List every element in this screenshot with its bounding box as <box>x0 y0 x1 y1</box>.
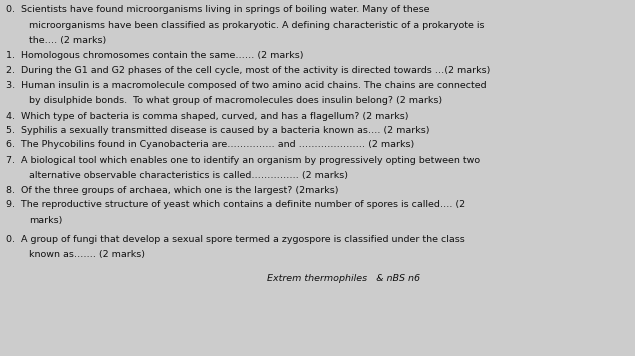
Text: microorganisms have been classified as prokaryotic. A defining characteristic of: microorganisms have been classified as p… <box>29 21 485 30</box>
Text: 9.  The reproductive structure of yeast which contains a definite number of spor: 9. The reproductive structure of yeast w… <box>6 200 465 209</box>
Text: by disulphide bonds.  To what group of macromolecules does insulin belong? (2 ma: by disulphide bonds. To what group of ma… <box>29 96 443 105</box>
Text: 3.  Human insulin is a macromolecule composed of two amino acid chains. The chai: 3. Human insulin is a macromolecule comp… <box>6 81 487 90</box>
Text: 4.  Which type of bacteria is comma shaped, curved, and has a flagellum? (2 mark: 4. Which type of bacteria is comma shape… <box>6 112 409 121</box>
Text: 6.  The Phycobilins found in Cyanobacteria are…………… and ………………… (2 marks): 6. The Phycobilins found in Cyanobacteri… <box>6 140 415 149</box>
Text: 1.  Homologous chromosomes contain the same…… (2 marks): 1. Homologous chromosomes contain the sa… <box>6 51 304 60</box>
Text: 5.  Syphilis a sexually transmitted disease is caused by a bacteria known as…. (: 5. Syphilis a sexually transmitted disea… <box>6 126 430 135</box>
Text: 0.  A group of fungi that develop a sexual spore termed a zygospore is classifie: 0. A group of fungi that develop a sexua… <box>6 235 465 244</box>
Text: 0.  Scientists have found microorganisms living in springs of boiling water. Man: 0. Scientists have found microorganisms … <box>6 5 430 14</box>
Text: 7.  A biological tool which enables one to identify an organism by progressively: 7. A biological tool which enables one t… <box>6 156 481 164</box>
Text: 2.  During the G1 and G2 phases of the cell cycle, most of the activity is direc: 2. During the G1 and G2 phases of the ce… <box>6 66 491 74</box>
Text: 8.  Of the three groups of archaea, which one is the largest? (2marks): 8. Of the three groups of archaea, which… <box>6 186 339 195</box>
Text: alternative observable characteristics is called…………… (2 marks): alternative observable characteristics i… <box>29 171 348 180</box>
Text: known as……. (2 marks): known as……. (2 marks) <box>29 250 145 259</box>
Text: Extrem thermophiles   & nBS n6: Extrem thermophiles & nBS n6 <box>267 274 420 283</box>
Text: the…. (2 marks): the…. (2 marks) <box>29 36 107 45</box>
Text: marks): marks) <box>29 216 63 225</box>
